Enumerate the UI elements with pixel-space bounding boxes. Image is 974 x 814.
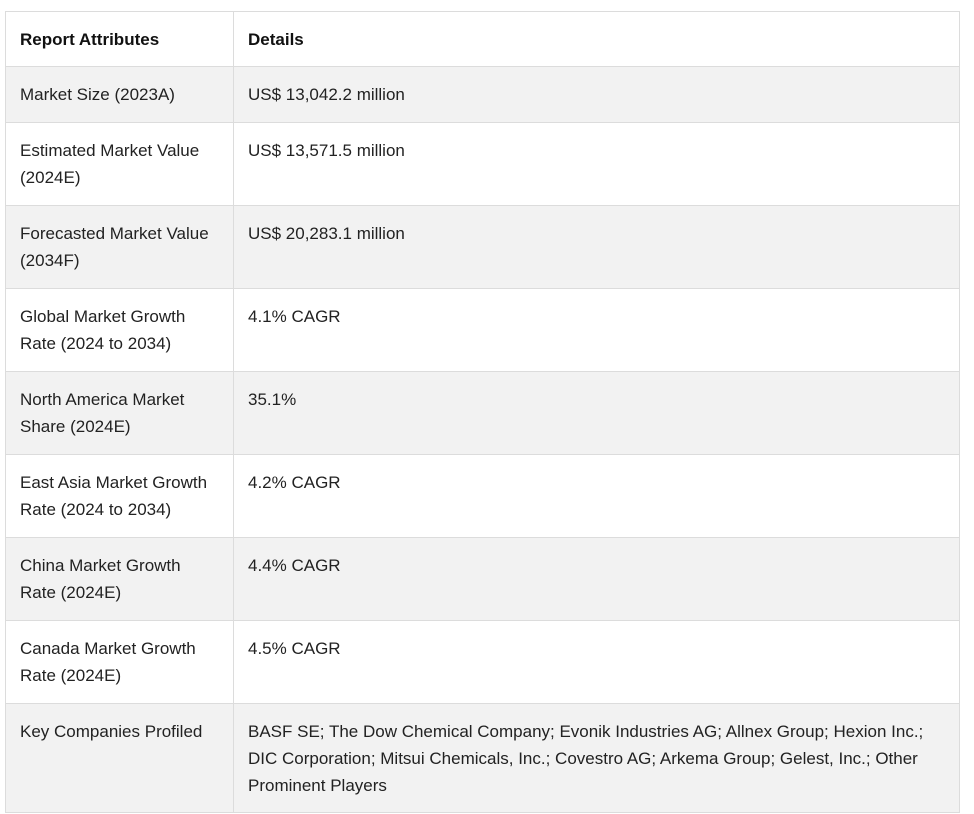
- row-attribute: Estimated Market Value (2024E): [5, 122, 234, 206]
- table-row: East Asia Market Growth Rate (2024 to 20…: [5, 454, 960, 538]
- row-details: 35.1%: [233, 371, 960, 455]
- row-details: 4.5% CAGR: [233, 620, 960, 704]
- row-attribute: East Asia Market Growth Rate (2024 to 20…: [5, 454, 234, 538]
- report-attributes-table: Report Attributes Details Market Size (2…: [5, 11, 960, 813]
- row-details: 4.4% CAGR: [233, 537, 960, 621]
- table-row: Estimated Market Value (2024E) US$ 13,57…: [5, 122, 960, 206]
- row-attribute: North America Market Share (2024E): [5, 371, 234, 455]
- row-attribute: Market Size (2023A): [5, 66, 234, 123]
- row-details: US$ 13,042.2 million: [233, 66, 960, 123]
- table-row: Global Market Growth Rate (2024 to 2034)…: [5, 288, 960, 372]
- row-details: 4.2% CAGR: [233, 454, 960, 538]
- row-details: US$ 20,283.1 million: [233, 205, 960, 289]
- row-attribute: Global Market Growth Rate (2024 to 2034): [5, 288, 234, 372]
- column-header-report-attributes: Report Attributes: [5, 11, 234, 67]
- row-details: 4.1% CAGR: [233, 288, 960, 372]
- row-details: BASF SE; The Dow Chemical Company; Evoni…: [233, 703, 960, 813]
- table-row: Key Companies Profiled BASF SE; The Dow …: [5, 703, 960, 813]
- row-attribute: Canada Market Growth Rate (2024E): [5, 620, 234, 704]
- table-row: China Market Growth Rate (2024E) 4.4% CA…: [5, 537, 960, 621]
- row-attribute: Forecasted Market Value (2034F): [5, 205, 234, 289]
- table-row: Canada Market Growth Rate (2024E) 4.5% C…: [5, 620, 960, 704]
- table-header-row: Report Attributes Details: [5, 11, 960, 67]
- row-attribute: Key Companies Profiled: [5, 703, 234, 813]
- table-row: Market Size (2023A) US$ 13,042.2 million: [5, 66, 960, 123]
- row-details: US$ 13,571.5 million: [233, 122, 960, 206]
- row-attribute: China Market Growth Rate (2024E): [5, 537, 234, 621]
- column-header-details: Details: [233, 11, 960, 67]
- table-row: North America Market Share (2024E) 35.1%: [5, 371, 960, 455]
- table-row: Forecasted Market Value (2034F) US$ 20,2…: [5, 205, 960, 289]
